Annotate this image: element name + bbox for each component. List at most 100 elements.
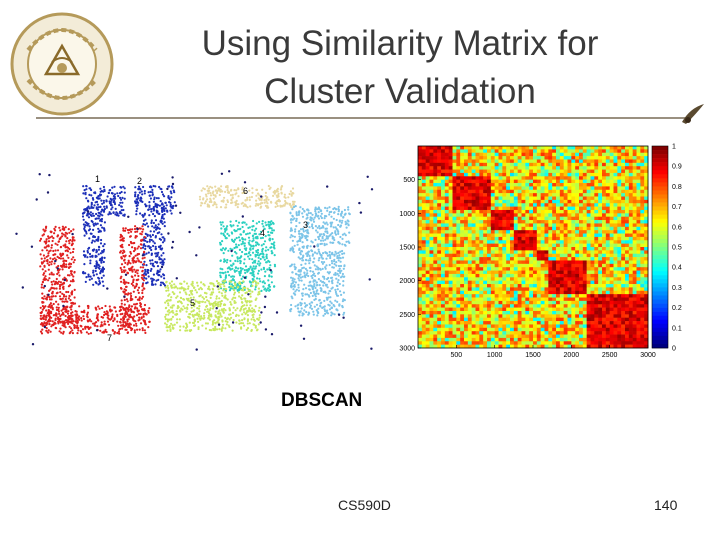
scatter-point — [240, 301, 244, 304]
heatmap-cell — [571, 206, 576, 211]
scatter-point — [156, 265, 160, 268]
scatter-point — [220, 315, 223, 318]
scatter-point — [122, 227, 125, 230]
scatter-point — [165, 289, 168, 292]
heatmap-cell — [598, 172, 603, 177]
heatmap-cell — [598, 186, 603, 191]
scatter-point — [316, 231, 319, 234]
scatter-point — [175, 310, 178, 313]
heatmap-cell — [559, 162, 564, 167]
scatter-point — [50, 306, 54, 309]
heatmap-cell — [636, 216, 641, 221]
scatter-point — [51, 239, 54, 243]
scatter-point — [253, 275, 256, 278]
heatmap-cell — [644, 196, 649, 201]
heatmap-cell — [605, 183, 610, 187]
scatter-point — [337, 264, 341, 268]
scatter-point — [164, 286, 167, 289]
scatter-point — [260, 244, 263, 247]
scatter-point — [226, 232, 229, 235]
scatter-point — [291, 271, 294, 274]
heatmap-cell — [563, 156, 568, 160]
scatter-point — [68, 231, 71, 234]
heatmap-cell — [544, 203, 549, 207]
heatmap-cell — [621, 152, 626, 157]
heatmap-cell — [498, 193, 503, 197]
scatter-point — [222, 307, 226, 310]
heatmap-cell — [598, 166, 603, 170]
heatmap-cell — [467, 193, 472, 197]
heatmap-cell — [525, 159, 530, 164]
scatter-point — [314, 295, 317, 298]
scatter-point — [341, 275, 344, 278]
heatmap-cell — [425, 183, 430, 187]
heatmap-cell — [471, 152, 476, 157]
scatter-point — [61, 297, 64, 300]
heatmap-cell — [544, 152, 549, 157]
scatter-point — [142, 223, 145, 226]
scatter-point — [293, 244, 296, 247]
noise-point — [359, 211, 363, 214]
scatter-point — [236, 307, 239, 310]
scatter-point — [234, 202, 238, 205]
scatter-point — [230, 275, 233, 278]
heatmap-cell — [556, 152, 561, 157]
heatmap-cell — [456, 186, 461, 191]
scatter-point — [71, 280, 74, 283]
scatter-point — [62, 257, 65, 260]
heatmap-cell — [609, 159, 614, 164]
scatter-point — [215, 297, 218, 300]
scatter-point — [173, 292, 176, 295]
scatter-point — [208, 200, 211, 203]
heatmap-cell — [510, 183, 515, 187]
heatmap-cell — [498, 179, 503, 184]
scatter-point — [220, 232, 223, 235]
scatter-point — [96, 325, 99, 328]
heatmap-cell — [464, 152, 469, 157]
scatter-point — [264, 191, 267, 194]
scatter-point — [341, 304, 344, 308]
heatmap-cell — [548, 149, 553, 154]
scatter-point — [222, 225, 225, 228]
scatter-point — [219, 304, 222, 308]
scatter-point — [97, 217, 100, 220]
heatmap-cell — [590, 196, 595, 201]
scatter-point — [70, 321, 73, 324]
heatmap-cell — [602, 146, 607, 150]
scatter-point — [60, 283, 63, 286]
scatter-point — [48, 273, 51, 276]
heatmap-cell — [628, 172, 633, 177]
scatter-point — [174, 313, 177, 316]
scatter-point — [123, 290, 126, 294]
scatter-point — [48, 305, 51, 308]
scatter-point — [165, 281, 168, 284]
heatmap-cell — [483, 199, 488, 204]
scatter-point — [308, 288, 311, 291]
scatter-point — [141, 274, 144, 277]
scatter-point — [320, 226, 323, 229]
scatter-point — [218, 283, 221, 287]
heatmap-cell — [544, 179, 549, 184]
scatter-point — [325, 264, 328, 267]
scatter-point — [92, 235, 95, 238]
heatmap-cell — [460, 213, 465, 217]
scatter-point — [297, 307, 300, 310]
heatmap-cell — [433, 189, 438, 194]
heatmap-cell — [625, 199, 630, 204]
scatter-point — [166, 329, 169, 332]
heatmap-cell — [529, 186, 534, 191]
scatter-point — [86, 316, 89, 319]
scatter-point — [261, 220, 264, 223]
scatter-point — [67, 228, 70, 231]
heatmap-cell — [567, 209, 572, 214]
scatter-point — [70, 258, 73, 261]
heatmap-cell — [467, 176, 472, 180]
heatmap-cell — [613, 196, 618, 201]
heatmap-cell — [567, 149, 572, 154]
scatter-point — [274, 205, 277, 208]
heatmap-cell — [559, 146, 564, 150]
heatmap-cell — [487, 169, 492, 174]
scatter-point — [84, 191, 87, 194]
scatter-point — [168, 185, 171, 188]
scatter-point — [87, 273, 90, 276]
